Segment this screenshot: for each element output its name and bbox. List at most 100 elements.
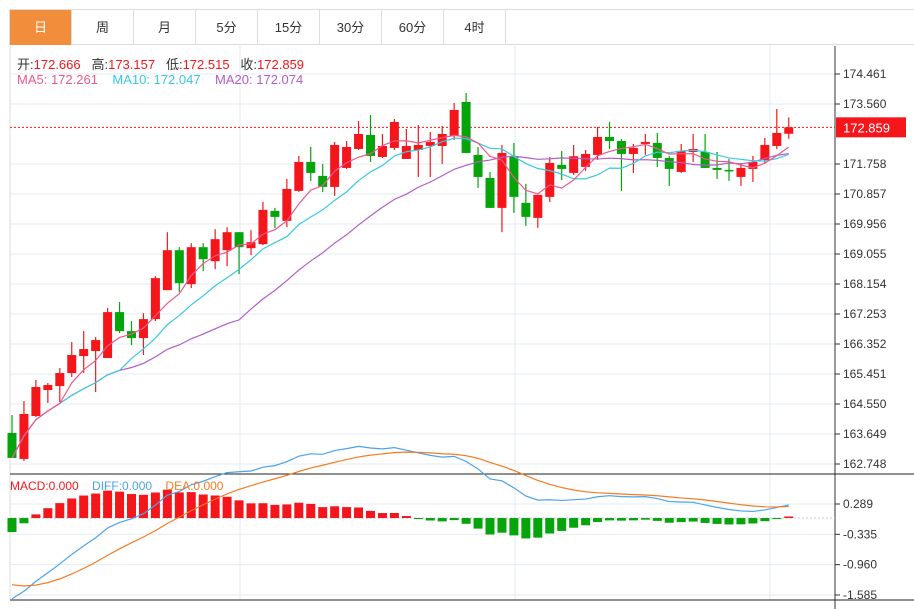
macd-bar (640, 518, 650, 520)
candle-body (377, 145, 387, 157)
candle (210, 229, 220, 270)
macd-bar (521, 518, 531, 539)
candle-body (366, 134, 375, 156)
candle-body (449, 109, 459, 136)
candle (676, 143, 686, 173)
macd-bar (234, 500, 244, 519)
candle (115, 302, 125, 334)
macd-bar (294, 502, 304, 519)
candle (437, 125, 447, 164)
macd-bar (31, 514, 41, 519)
candle-body (712, 167, 722, 170)
ma10-value: MA10: 172.047 (112, 72, 201, 87)
price-axis-label: 174.461 (843, 67, 887, 81)
candle (413, 124, 423, 177)
candle (557, 150, 567, 180)
tab-30min[interactable]: 30分 (320, 10, 382, 45)
candle (186, 243, 196, 289)
macd-bar (91, 493, 101, 519)
candle-body (174, 250, 184, 284)
candle-body (736, 167, 746, 177)
candle (688, 133, 698, 162)
macd-bar (43, 508, 53, 519)
macd-bar (198, 494, 208, 519)
candle-body (198, 247, 208, 260)
candle (485, 171, 495, 208)
candle (401, 128, 411, 159)
high-label: 高: (91, 57, 109, 72)
macd-bar (509, 518, 519, 536)
candle (605, 121, 614, 149)
macd-axis-label: -0.960 (843, 558, 877, 572)
high-value: 173.157 (108, 57, 156, 72)
candle (652, 132, 662, 167)
tab-15min[interactable]: 15分 (258, 10, 320, 45)
candle (79, 331, 89, 374)
macd-bar (676, 518, 686, 523)
macd-bar (186, 492, 196, 519)
candle (772, 108, 782, 149)
macd-bar (127, 494, 136, 519)
price-axis-label: 162.748 (843, 457, 887, 471)
macd-bar (473, 518, 483, 529)
candle (246, 230, 256, 256)
candle-body (640, 141, 650, 144)
candle-body (389, 121, 399, 148)
candle-body (748, 161, 758, 169)
macd-bar (258, 503, 268, 519)
candle-body (246, 242, 256, 249)
candle-body (485, 177, 495, 208)
candle (354, 120, 364, 150)
macd-bar (377, 513, 387, 519)
tab-week[interactable]: 周 (72, 10, 134, 45)
candle-body (497, 152, 507, 208)
candle (784, 117, 794, 139)
candle-body (222, 232, 232, 251)
macd-bar (67, 498, 77, 519)
candle-body (103, 312, 113, 359)
candle (569, 144, 579, 175)
macd-bar (246, 503, 256, 519)
macd-bar (533, 518, 543, 538)
macd-bar (19, 518, 29, 524)
macd-bar (760, 518, 770, 522)
price-axis-label: 173.560 (843, 97, 887, 111)
tab-60min[interactable]: 60分 (382, 10, 444, 45)
macd-bar (628, 518, 638, 521)
close-value: 172.859 (257, 57, 305, 72)
candle-body (664, 157, 674, 169)
candle-body (234, 232, 244, 248)
candle (760, 137, 770, 164)
tab-5min[interactable]: 5分 (196, 10, 258, 45)
macd-bar (772, 518, 782, 520)
candle (342, 140, 352, 169)
candle-body (676, 150, 686, 172)
price-axis-label: 164.550 (843, 397, 887, 411)
tab-day[interactable]: 日 (10, 10, 72, 45)
dea-value: DEA:0.000 (165, 479, 224, 493)
tab-4hour[interactable]: 4时 (444, 10, 506, 45)
price-axis-label: 166.352 (843, 337, 887, 351)
candle (55, 368, 65, 403)
macd-bar (210, 495, 220, 519)
candle-body (55, 373, 65, 387)
candle-body (473, 154, 483, 177)
macd-bar (354, 507, 364, 519)
ma20-value: MA20: 172.074 (215, 72, 304, 87)
candle-body (91, 340, 101, 352)
macd-bar (79, 495, 89, 519)
macd-bar (103, 490, 113, 519)
candle (593, 126, 603, 160)
tab-month[interactable]: 月 (134, 10, 196, 45)
candle-body (628, 147, 638, 154)
macd-bar (55, 503, 65, 519)
open-value: 172.666 (33, 57, 81, 72)
candle (318, 163, 328, 192)
period-tabs: 日 周 月 5分 15分 30分 60分 4时 (9, 9, 914, 45)
price-axis-label: 170.857 (843, 187, 887, 201)
ma10-line (11, 137, 789, 459)
macd-bar (270, 504, 280, 519)
macd-bar (664, 518, 674, 523)
